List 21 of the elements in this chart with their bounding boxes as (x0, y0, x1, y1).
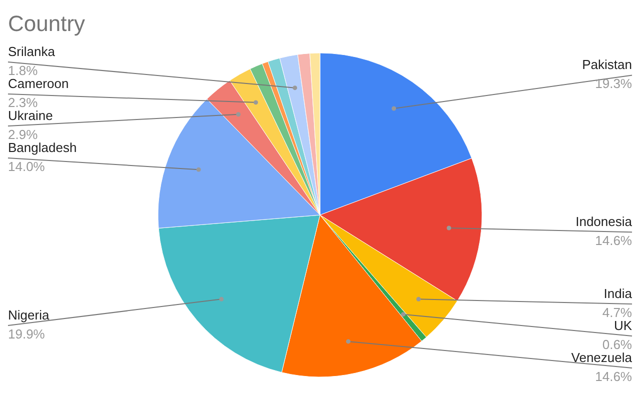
data-label: 4.7% (602, 305, 632, 320)
data-label: 2.3% (8, 95, 38, 110)
slice-label: Nigeria (8, 307, 50, 322)
slice-label: Srilanka (8, 44, 56, 59)
slice-label: Indonesia (576, 214, 633, 230)
data-label: 0.6% (602, 337, 632, 352)
data-label: 14.0% (8, 159, 46, 174)
slice-label: Ukraine (8, 108, 53, 123)
slice-label: Pakistan (582, 57, 632, 72)
slice-label: India (604, 286, 633, 301)
chart-title: Country (8, 11, 86, 36)
data-label: 1.8% (8, 63, 38, 78)
slice-label: UK (614, 318, 632, 333)
data-label: 14.6% (595, 369, 632, 384)
slice-label: Bangladesh (8, 140, 77, 155)
data-label: 19.3% (595, 76, 632, 92)
slice-label: Cameroon (8, 76, 69, 91)
data-label: 14.6% (595, 233, 632, 248)
data-label: 2.9% (8, 127, 38, 142)
data-label: 19.9% (8, 326, 46, 342)
slice-label: Venezuela (571, 350, 633, 365)
